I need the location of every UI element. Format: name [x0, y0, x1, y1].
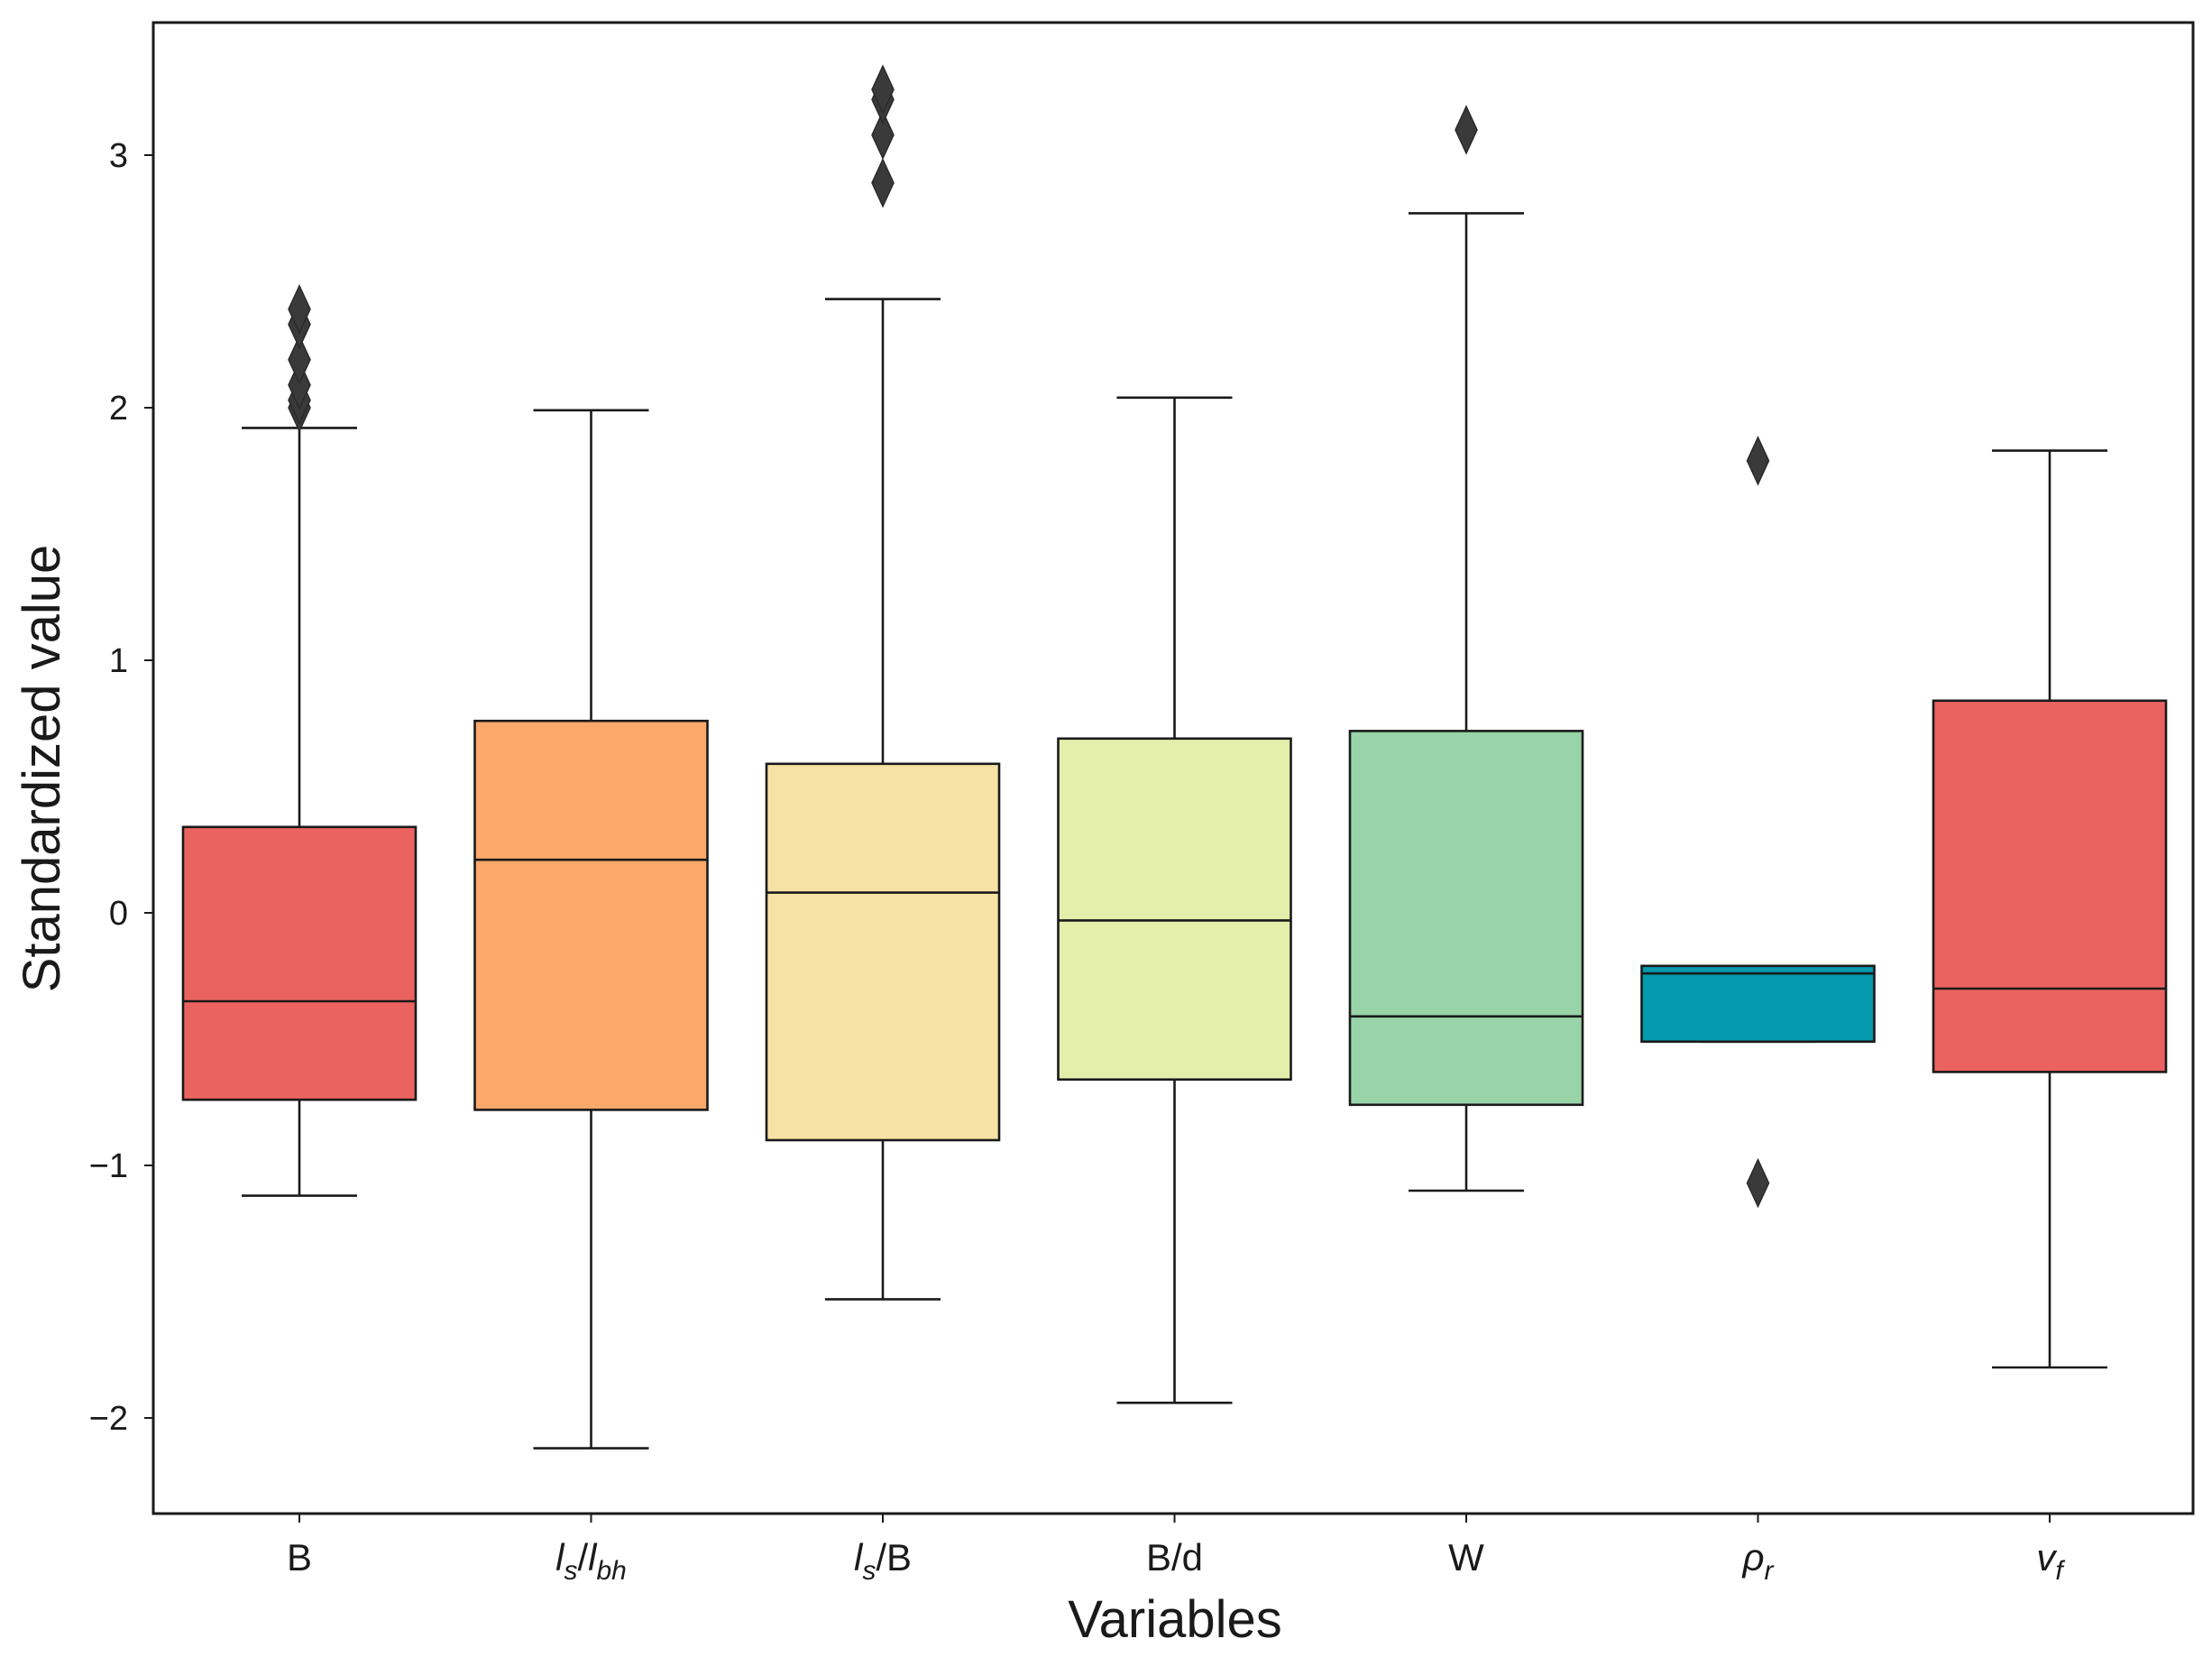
x-tick-label: vf	[2036, 1536, 2065, 1586]
box-iqr	[1932, 699, 2168, 1073]
x-tick-label: ls/B	[854, 1536, 912, 1586]
x-axis-title: Variables	[1068, 1590, 1282, 1649]
x-tick-label: ls/lbh	[555, 1536, 627, 1586]
x-tick-label: B/d	[1146, 1536, 1203, 1579]
box-group-4	[1348, 105, 1584, 1192]
box-iqr	[181, 825, 418, 1101]
y-tick-label: −1	[89, 1147, 128, 1185]
box-group-1	[473, 409, 709, 1450]
outlier-point	[288, 360, 311, 410]
y-axis-title: Standardized value	[13, 545, 71, 993]
outlier-point	[871, 158, 895, 208]
outlier-point	[288, 335, 311, 385]
y-tick-label: 0	[109, 895, 128, 933]
box-iqr	[1348, 730, 1584, 1107]
box-group-3	[1057, 396, 1292, 1404]
axes-frame	[151, 21, 2195, 1515]
x-tick-label: B	[287, 1536, 312, 1579]
x-tick-label: ρr	[1740, 1536, 1774, 1586]
outlier-point	[871, 64, 895, 115]
box-group-5	[1640, 436, 1876, 1209]
outlier-point	[1746, 1157, 1770, 1209]
outlier-point	[288, 284, 311, 335]
y-tick-label: 2	[109, 390, 128, 428]
box-group-2	[765, 64, 1001, 1301]
box-iqr	[1640, 964, 1876, 1044]
outlier-point	[1746, 436, 1770, 486]
box-group-6	[1932, 449, 2168, 1369]
y-tick-label: −2	[89, 1400, 128, 1438]
outlier-point	[1455, 105, 1478, 155]
box-iqr	[765, 762, 1001, 1142]
box-iqr	[1057, 737, 1292, 1082]
outlier-point	[871, 109, 895, 161]
box-group-0	[181, 284, 418, 1197]
box-iqr	[473, 719, 709, 1111]
y-tick-label: 1	[109, 642, 128, 680]
x-tick-label: W	[1448, 1536, 1484, 1579]
y-tick-label: 3	[109, 137, 128, 175]
